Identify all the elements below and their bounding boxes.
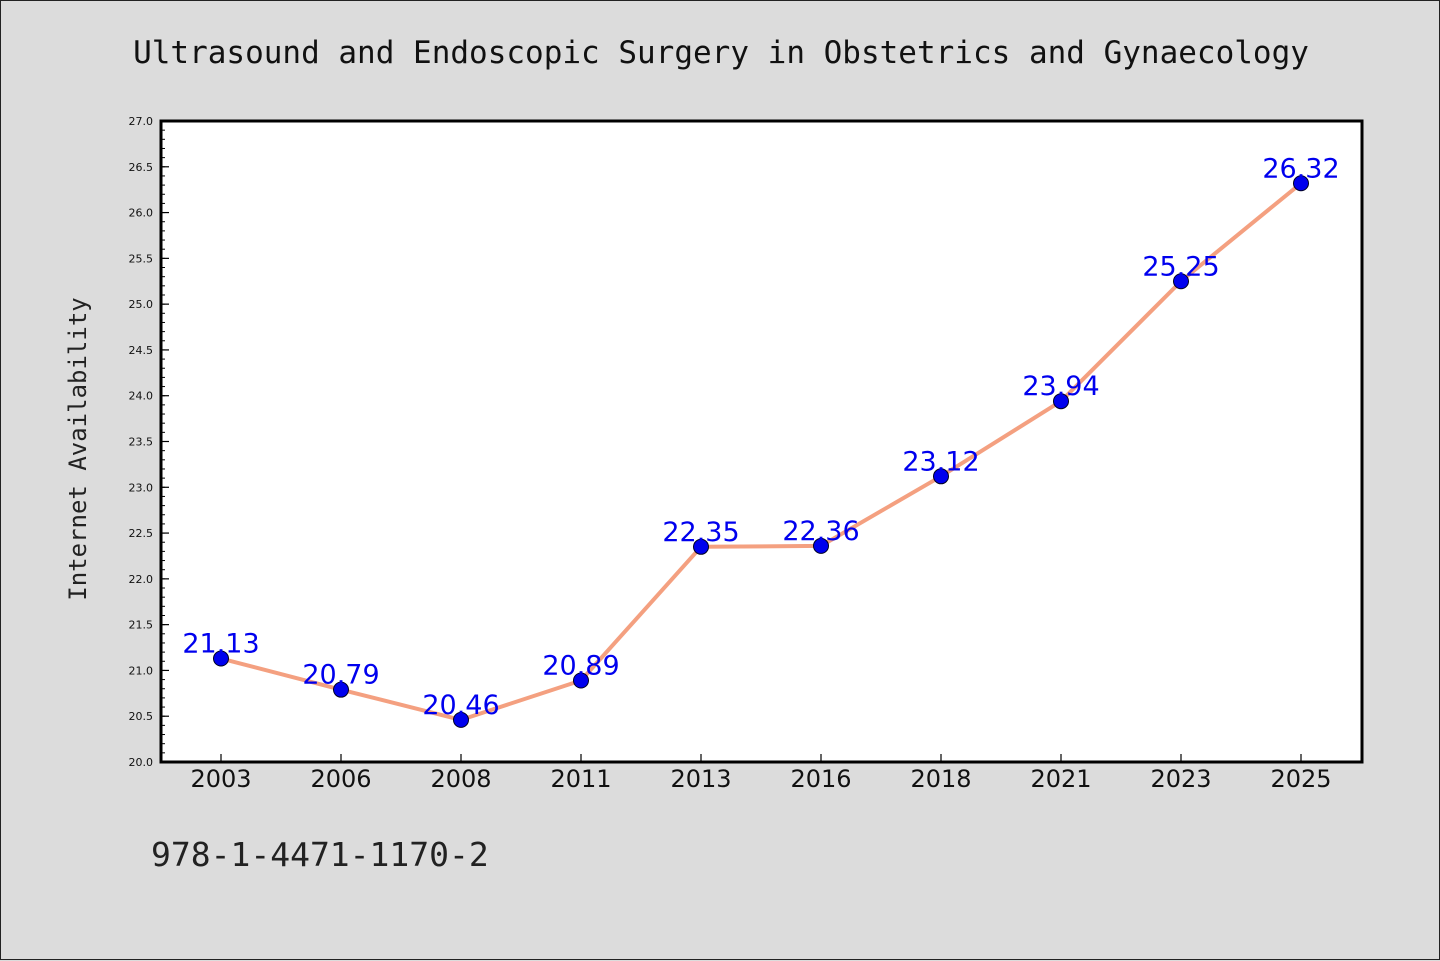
series-line <box>219 181 1303 722</box>
data-point <box>1053 393 1069 410</box>
y-tick-label: 24.0 <box>129 390 154 403</box>
data-point <box>693 538 709 555</box>
footer-isbn: 978-1-4471-1170-2 <box>151 835 489 874</box>
y-tick-label: 27.0 <box>129 115 154 128</box>
x-tick-label: 2021 <box>1030 765 1091 793</box>
data-point <box>333 681 349 698</box>
y-tick-label: 21.5 <box>129 619 154 632</box>
data-point <box>1173 273 1189 290</box>
y-tick-label: 23.0 <box>129 481 154 494</box>
y-tick-label: 24.5 <box>129 344 154 357</box>
data-label: 22.35 <box>662 517 739 548</box>
x-tick-label: 2011 <box>550 765 611 793</box>
plot-frame <box>159 119 1364 764</box>
y-tick-label: 22.0 <box>129 573 154 586</box>
data-label: 23.12 <box>902 446 979 477</box>
data-label: 21.13 <box>182 629 259 660</box>
data-label: 23.94 <box>1022 371 1099 402</box>
y-tick-label: 20.5 <box>129 710 154 723</box>
x-tick-label: 2016 <box>790 765 851 793</box>
plot-background <box>161 121 1362 762</box>
data-label: 20.79 <box>302 660 379 691</box>
data-label: 22.36 <box>782 516 859 547</box>
data-label: 20.46 <box>422 690 499 721</box>
x-tick-label: 2023 <box>1150 765 1211 793</box>
y-tick-label: 25.0 <box>129 298 154 311</box>
x-tick-label: 2018 <box>910 765 971 793</box>
y-tick-label: 20.0 <box>129 756 154 769</box>
data-point <box>573 672 589 689</box>
data-point <box>1293 175 1309 192</box>
y-tick-label: 26.0 <box>129 207 154 220</box>
x-tick-label: 2013 <box>670 765 731 793</box>
data-point <box>933 468 949 485</box>
y-tick-label: 23.5 <box>129 436 154 449</box>
data-label: 26.32 <box>1262 153 1339 184</box>
x-tick-label: 2006 <box>310 765 371 793</box>
data-label: 25.25 <box>1142 251 1219 282</box>
data-point <box>813 537 829 554</box>
chart-title: Ultrasound and Endoscopic Surgery in Obs… <box>133 35 1309 71</box>
y-tick-label: 26.5 <box>129 161 154 174</box>
data-label: 20.89 <box>542 651 619 682</box>
y-tick-label: 22.5 <box>129 527 154 540</box>
x-tick-label: 2008 <box>430 765 491 793</box>
y-tick-label: 21.0 <box>129 664 154 677</box>
data-point <box>213 650 229 667</box>
x-tick-label: 2003 <box>190 765 251 793</box>
x-tick-label: 2025 <box>1270 765 1331 793</box>
y-tick-label: 25.5 <box>129 252 154 265</box>
data-point <box>453 711 469 728</box>
